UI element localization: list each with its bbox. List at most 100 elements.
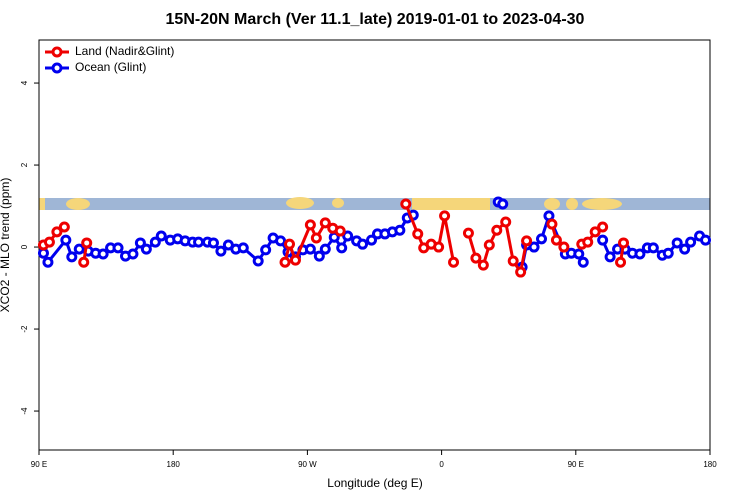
map-strip bbox=[39, 197, 710, 210]
point bbox=[577, 256, 589, 268]
point bbox=[558, 241, 570, 253]
point bbox=[78, 256, 90, 268]
point bbox=[671, 237, 683, 249]
point bbox=[310, 232, 322, 244]
point bbox=[252, 255, 264, 267]
point bbox=[313, 250, 325, 262]
point bbox=[112, 242, 124, 254]
land-band bbox=[286, 197, 314, 209]
point bbox=[589, 226, 601, 238]
point bbox=[134, 237, 146, 249]
point bbox=[550, 234, 562, 246]
x-tick-label: 90 E bbox=[31, 460, 47, 469]
y-tick-label: 2 bbox=[20, 162, 29, 167]
point bbox=[97, 248, 109, 260]
point bbox=[491, 224, 503, 236]
point bbox=[477, 259, 489, 271]
point bbox=[60, 234, 72, 246]
point bbox=[42, 256, 54, 268]
point bbox=[207, 237, 219, 249]
point bbox=[615, 256, 627, 268]
x-tick-label: 180 bbox=[167, 460, 181, 469]
point bbox=[319, 217, 331, 229]
y-tick-label: -2 bbox=[20, 325, 29, 333]
legend-marker bbox=[51, 46, 63, 58]
y-tick-label: 0 bbox=[20, 244, 29, 249]
point bbox=[685, 236, 697, 248]
point bbox=[507, 255, 519, 267]
point bbox=[237, 242, 249, 254]
point bbox=[521, 235, 533, 247]
y-axis-label: XCO2 - MLO trend (ppm) bbox=[0, 178, 12, 313]
x-tick-label: 0 bbox=[439, 460, 444, 469]
point bbox=[140, 243, 152, 255]
point bbox=[448, 256, 460, 268]
point bbox=[528, 241, 540, 253]
point bbox=[43, 236, 55, 248]
land-band bbox=[332, 198, 344, 208]
point bbox=[51, 226, 63, 238]
point bbox=[215, 245, 227, 257]
point bbox=[618, 237, 630, 249]
point bbox=[284, 238, 296, 250]
point bbox=[193, 236, 205, 248]
point bbox=[279, 256, 291, 268]
point bbox=[439, 210, 451, 222]
point bbox=[546, 218, 558, 230]
point bbox=[470, 252, 482, 264]
legend-label: Ocean (Glint) bbox=[75, 60, 146, 74]
legend-label: Land (Nadir&Glint) bbox=[75, 44, 174, 58]
point bbox=[582, 236, 594, 248]
point bbox=[394, 224, 406, 236]
point bbox=[573, 248, 585, 260]
point bbox=[433, 241, 445, 253]
point bbox=[319, 243, 331, 255]
point bbox=[536, 233, 548, 245]
point bbox=[400, 198, 412, 210]
ocean-band bbox=[39, 198, 710, 210]
x-tick-label: 180 bbox=[703, 460, 717, 469]
point bbox=[662, 247, 674, 259]
point bbox=[149, 236, 161, 248]
point bbox=[647, 242, 659, 254]
y-tick-label: 4 bbox=[20, 80, 29, 85]
point bbox=[500, 216, 512, 228]
point bbox=[604, 251, 616, 263]
point bbox=[58, 221, 70, 233]
point bbox=[304, 219, 316, 231]
land-band bbox=[544, 198, 560, 210]
point bbox=[483, 239, 495, 251]
point bbox=[304, 243, 316, 255]
point bbox=[679, 243, 691, 255]
point bbox=[127, 248, 139, 260]
legend-marker bbox=[51, 62, 63, 74]
point bbox=[357, 238, 369, 250]
point bbox=[155, 230, 167, 242]
land-band bbox=[412, 198, 490, 210]
point bbox=[700, 234, 712, 246]
x-axis-label: Longitude (deg E) bbox=[327, 476, 422, 490]
point bbox=[515, 266, 527, 278]
point bbox=[289, 254, 301, 266]
x-tick-label: 90 E bbox=[568, 460, 584, 469]
chart-title: 15N-20N March (Ver 11.1_late) 2019-01-01… bbox=[166, 11, 585, 28]
land-band bbox=[39, 198, 45, 210]
x-tick-label: 90 W bbox=[298, 460, 317, 469]
point bbox=[73, 243, 85, 255]
point bbox=[597, 234, 609, 246]
point bbox=[81, 237, 93, 249]
point bbox=[66, 251, 78, 263]
point bbox=[260, 244, 272, 256]
point bbox=[634, 248, 646, 260]
point bbox=[366, 234, 378, 246]
point bbox=[275, 235, 287, 247]
y-tick-label: -4 bbox=[20, 407, 29, 415]
land-band bbox=[66, 198, 90, 210]
point bbox=[412, 228, 424, 240]
point bbox=[334, 225, 346, 237]
point bbox=[597, 221, 609, 233]
point bbox=[336, 242, 348, 254]
land-band bbox=[582, 198, 622, 210]
point bbox=[497, 198, 509, 210]
